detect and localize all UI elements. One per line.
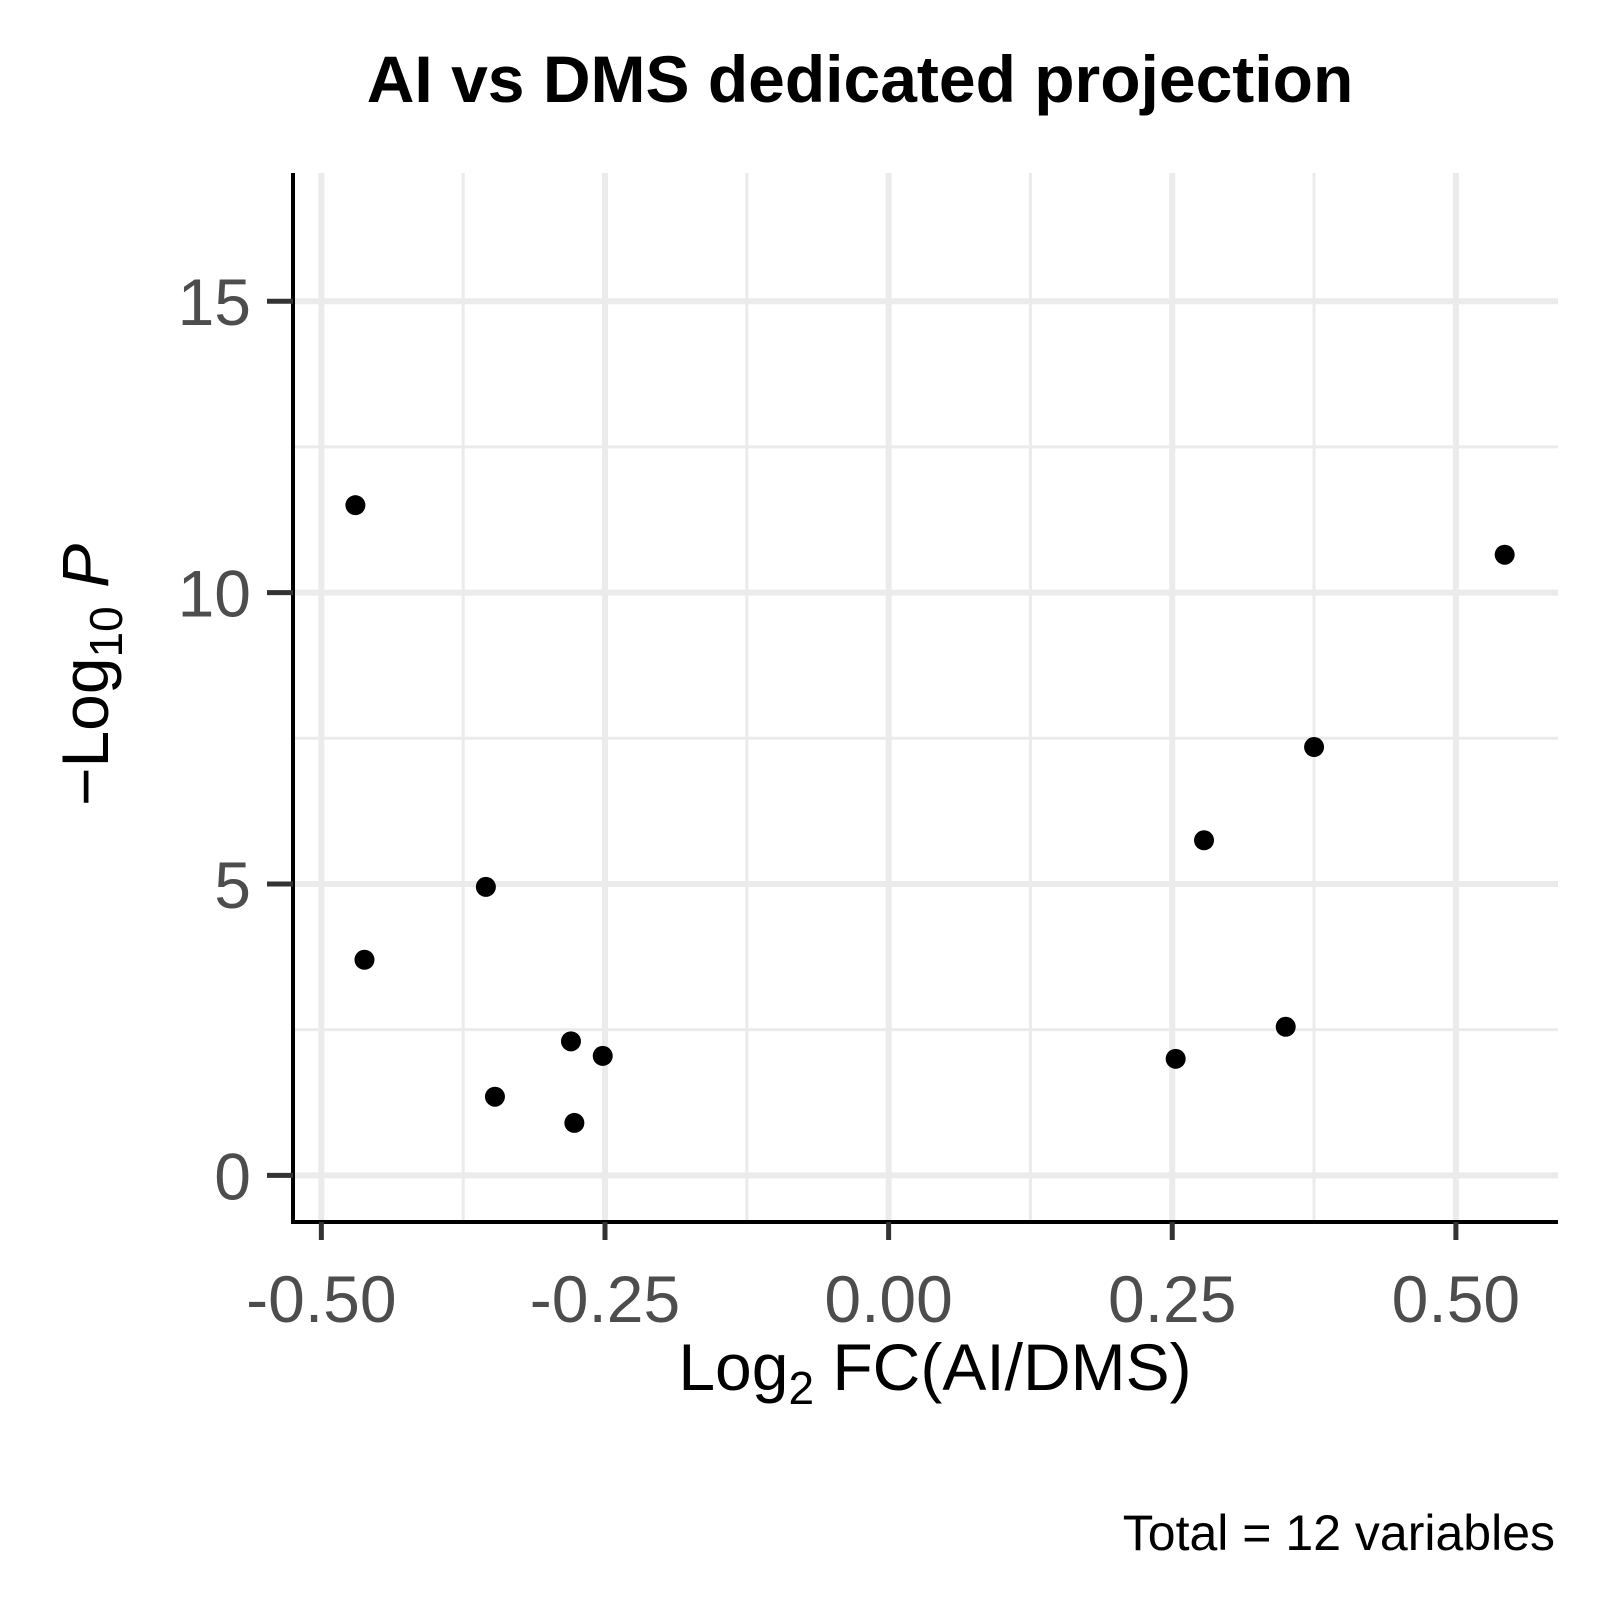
x-tick-label: 0.00 xyxy=(824,1262,952,1336)
chart-title: AI vs DMS dedicated projection xyxy=(367,42,1354,116)
y-axis-label: −Log10 P xyxy=(48,544,132,806)
data-points xyxy=(345,495,1515,1133)
axes xyxy=(291,173,1558,1224)
chart-caption: Total = 12 variables xyxy=(1123,1505,1555,1561)
data-point xyxy=(1275,1016,1296,1037)
x-tick-label: 0.25 xyxy=(1108,1262,1236,1336)
x-tick-label: 0.50 xyxy=(1392,1262,1520,1336)
x-tick-label: -0.50 xyxy=(246,1262,396,1336)
data-point xyxy=(560,1031,581,1052)
y-axis-ticks: 0 5 10 15 xyxy=(178,265,293,1213)
data-point xyxy=(1494,544,1515,565)
data-point xyxy=(484,1086,505,1107)
data-point xyxy=(1165,1048,1186,1069)
data-point xyxy=(345,495,366,516)
x-tick-label: -0.25 xyxy=(530,1262,680,1336)
y-tick-label: 5 xyxy=(214,848,251,922)
y-tick-label: 15 xyxy=(178,265,251,339)
data-point xyxy=(475,876,496,897)
data-point xyxy=(1304,737,1325,758)
data-point xyxy=(592,1045,613,1066)
y-tick-label: 10 xyxy=(178,557,251,631)
x-axis-ticks: -0.50 -0.25 0.00 0.25 0.50 xyxy=(246,1222,1520,1336)
x-axis-label: Log2 FC(AI/DMS) xyxy=(678,1330,1191,1414)
data-point xyxy=(564,1112,585,1133)
y-tick-label: 0 xyxy=(214,1139,251,1213)
data-point xyxy=(354,949,375,970)
grid xyxy=(293,173,1558,1222)
data-point xyxy=(1194,830,1215,851)
